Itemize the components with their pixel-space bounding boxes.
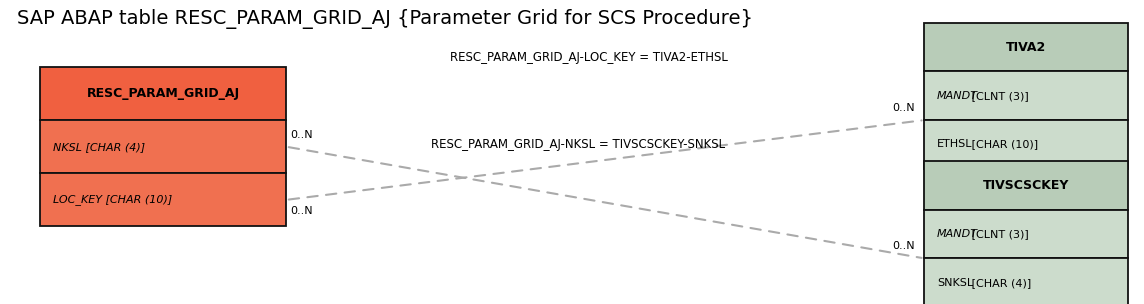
Text: TIVSCSCKEY: TIVSCSCKEY — [983, 179, 1070, 192]
Text: [CLNT (3)]: [CLNT (3)] — [968, 229, 1030, 239]
Bar — [924, 71, 1128, 120]
Bar — [924, 161, 1128, 210]
Bar — [924, 210, 1128, 258]
Text: RESC_PARAM_GRID_AJ: RESC_PARAM_GRID_AJ — [87, 87, 239, 100]
Text: [CHAR (10)]: [CHAR (10)] — [968, 140, 1039, 149]
Text: LOC_KEY [CHAR (10)]: LOC_KEY [CHAR (10)] — [53, 195, 172, 205]
Text: RESC_PARAM_GRID_AJ-LOC_KEY = TIVA2-ETHSL: RESC_PARAM_GRID_AJ-LOC_KEY = TIVA2-ETHSL — [451, 51, 728, 64]
Text: 0..N: 0..N — [291, 206, 313, 216]
Text: [CLNT (3)]: [CLNT (3)] — [968, 91, 1030, 101]
Text: MANDT: MANDT — [937, 91, 978, 101]
Text: TIVA2: TIVA2 — [1006, 41, 1047, 54]
Bar — [924, 23, 1128, 71]
Text: SNKSL: SNKSL — [937, 278, 974, 288]
Bar — [924, 120, 1128, 169]
Text: SAP ABAP table RESC_PARAM_GRID_AJ {Parameter Grid for SCS Procedure}: SAP ABAP table RESC_PARAM_GRID_AJ {Param… — [17, 9, 753, 29]
Text: 0..N: 0..N — [291, 130, 313, 140]
Text: ETHSL: ETHSL — [937, 140, 972, 149]
Bar — [924, 258, 1128, 304]
Text: MANDT: MANDT — [937, 229, 978, 239]
Bar — [40, 67, 286, 120]
Text: 0..N: 0..N — [892, 103, 915, 113]
Text: NKSL [CHAR (4)]: NKSL [CHAR (4)] — [53, 142, 145, 152]
Text: 0..N: 0..N — [892, 241, 915, 251]
Bar — [40, 173, 286, 226]
Text: RESC_PARAM_GRID_AJ-NKSL = TIVSCSCKEY-SNKSL: RESC_PARAM_GRID_AJ-NKSL = TIVSCSCKEY-SNK… — [430, 138, 725, 151]
Bar — [40, 120, 286, 173]
Text: [CHAR (4)]: [CHAR (4)] — [968, 278, 1032, 288]
